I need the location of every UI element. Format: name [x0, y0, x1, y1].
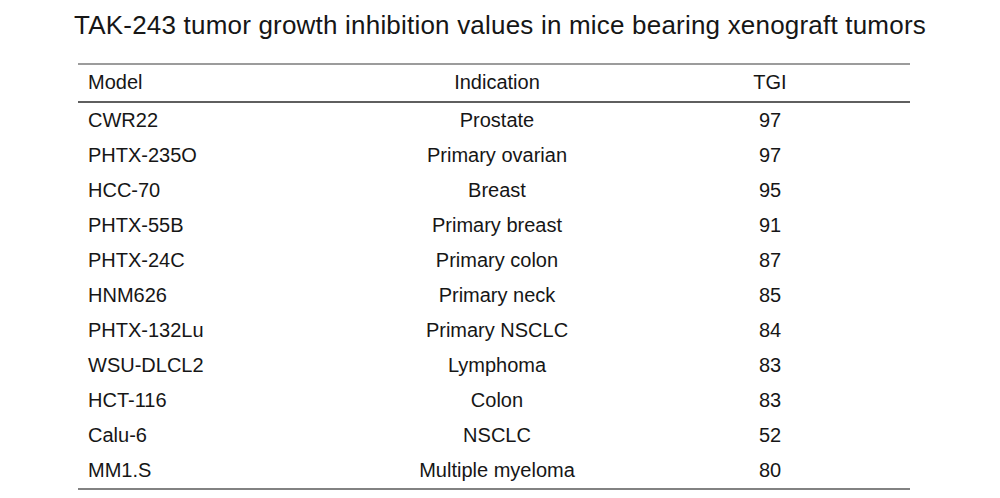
cell-model: MM1.S: [78, 453, 364, 489]
table-row: HCT-116 Colon 83: [78, 383, 910, 418]
column-header-model: Model: [78, 64, 364, 102]
cell-indication: Primary NSCLC: [364, 313, 630, 348]
cell-tgi: 84: [630, 313, 910, 348]
figure-title: TAK-243 tumor growth inhibition values i…: [0, 11, 1000, 40]
cell-indication: Primary breast: [364, 208, 630, 243]
cell-indication: Lymphoma: [364, 348, 630, 383]
table-row: PHTX-24C Primary colon 87: [78, 243, 910, 278]
table-row: MM1.S Multiple myeloma 80: [78, 453, 910, 489]
figure-page: TAK-243 tumor growth inhibition values i…: [0, 11, 1000, 498]
cell-tgi: 95: [630, 173, 910, 208]
cell-tgi: 91: [630, 208, 910, 243]
cell-model: PHTX-24C: [78, 243, 364, 278]
cell-tgi: 97: [630, 102, 910, 138]
cell-tgi: 83: [630, 383, 910, 418]
cell-indication: Prostate: [364, 102, 630, 138]
cell-model: PHTX-235O: [78, 138, 364, 173]
table-row: Calu-6 NSCLC 52: [78, 418, 910, 453]
tgi-table: Model Indication TGI CWR22 Prostate 97 P…: [78, 63, 910, 490]
cell-tgi: 52: [630, 418, 910, 453]
table-row: PHTX-235O Primary ovarian 97: [78, 138, 910, 173]
cell-model: PHTX-132Lu: [78, 313, 364, 348]
cell-indication: NSCLC: [364, 418, 630, 453]
cell-tgi: 97: [630, 138, 910, 173]
cell-indication: Multiple myeloma: [364, 453, 630, 489]
cell-indication: Primary colon: [364, 243, 630, 278]
cell-indication: Colon: [364, 383, 630, 418]
cell-model: HNM626: [78, 278, 364, 313]
cell-model: WSU-DLCL2: [78, 348, 364, 383]
cell-tgi: 80: [630, 453, 910, 489]
cell-model: Calu-6: [78, 418, 364, 453]
cell-model: HCC-70: [78, 173, 364, 208]
table-row: CWR22 Prostate 97: [78, 102, 910, 138]
table-row: HCC-70 Breast 95: [78, 173, 910, 208]
table-header-row: Model Indication TGI: [78, 64, 910, 102]
table-row: PHTX-55B Primary breast 91: [78, 208, 910, 243]
cell-tgi: 85: [630, 278, 910, 313]
cell-tgi: 83: [630, 348, 910, 383]
cell-indication: Breast: [364, 173, 630, 208]
cell-indication: Primary ovarian: [364, 138, 630, 173]
cell-model: CWR22: [78, 102, 364, 138]
column-header-indication: Indication: [364, 64, 630, 102]
cell-tgi: 87: [630, 243, 910, 278]
cell-indication: Primary neck: [364, 278, 630, 313]
cell-model: PHTX-55B: [78, 208, 364, 243]
table-row: PHTX-132Lu Primary NSCLC 84: [78, 313, 910, 348]
column-header-tgi: TGI: [630, 64, 910, 102]
table-row: HNM626 Primary neck 85: [78, 278, 910, 313]
table-row: WSU-DLCL2 Lymphoma 83: [78, 348, 910, 383]
cell-model: HCT-116: [78, 383, 364, 418]
